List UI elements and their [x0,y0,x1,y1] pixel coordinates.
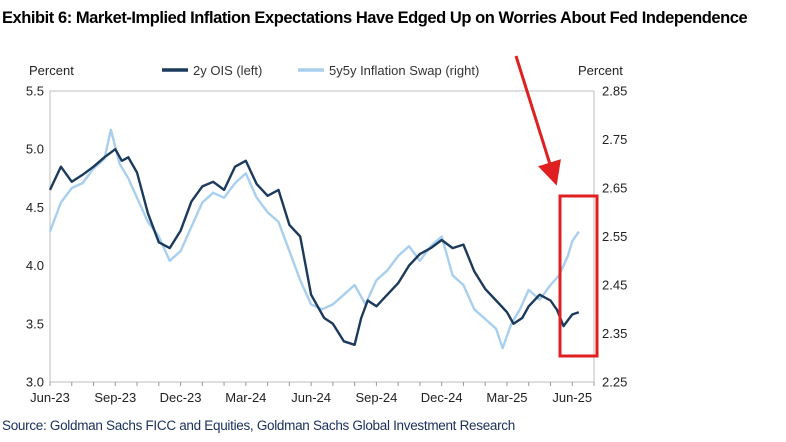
x-tick-label: Mar-25 [486,390,527,405]
left-tick-label: 3.0 [26,375,44,390]
right-tick-label: 2.45 [602,278,627,293]
chart-title: Exhibit 6: Market-Implied Inflation Expe… [2,9,748,27]
right-tick-label: 2.85 [602,84,627,99]
right-axis: 2.85 2.75 2.65 2.55 2.45 2.35 2.25 [602,84,627,390]
left-tick-label: 3.5 [26,316,44,331]
x-tick-label: Dec-24 [421,390,463,405]
series-ois-line [48,148,580,346]
legend-ois-label: 2y OIS (left) [193,63,262,78]
left-axis-unit: Percent [29,63,74,78]
left-tick-label: 4.5 [26,200,44,215]
legend: 2y OIS (left) 5y5y Inflation Swap (right… [162,63,479,78]
x-tick-label: Jun-25 [552,390,592,405]
x-axis: Jun-23 Sep-23 Dec-23 Mar-24 Jun-24 Sep-24 Dec-… [30,390,592,405]
plot-frame [49,90,595,383]
series-swap-line [48,128,580,350]
highlight-arrow [514,55,561,186]
x-tick-label: Mar-24 [225,390,266,405]
left-tick-label: 4.0 [26,258,44,273]
x-tick-label: Sep-23 [94,390,136,405]
legend-swap-label: 5y5y Inflation Swap (right) [329,63,479,78]
right-tick-label: 2.35 [602,326,627,341]
x-tick-label: Sep-24 [355,390,397,405]
highlight-box [558,194,599,358]
right-axis-unit: Percent [578,63,623,78]
right-tick-label: 2.55 [602,229,627,244]
left-tick-label: 5.5 [26,84,44,99]
right-tick-label: 2.75 [602,132,627,147]
source-note: Source: Goldman Sachs FICC and Equities,… [2,418,515,433]
x-tick-label: Dec-23 [160,390,202,405]
right-tick-label: 2.65 [602,181,627,196]
x-tick-label: Jun-24 [291,390,331,405]
x-tick-marks [49,382,595,386]
left-axis: 5.5 5.0 4.5 4.0 3.5 3.0 [26,84,44,390]
left-tick-label: 5.0 [26,142,44,157]
x-tick-label: Jun-23 [30,390,70,405]
right-tick-label: 2.25 [602,375,627,390]
